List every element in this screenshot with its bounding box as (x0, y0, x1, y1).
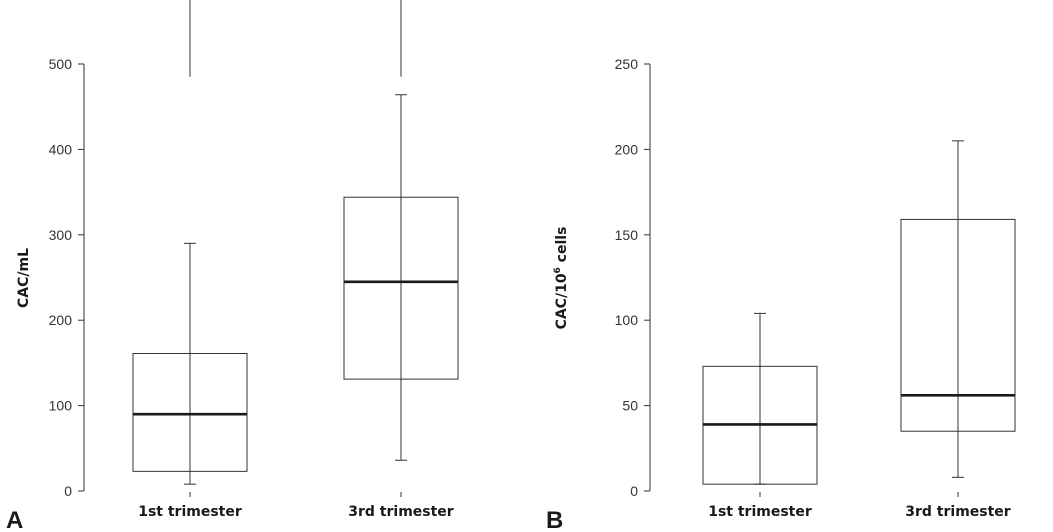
panel-a-y-tick-label: 500 (49, 56, 73, 72)
panel-a-y-tick-label: 0 (64, 483, 72, 499)
panel-b-x-tick-label: 3rd trimester (905, 504, 1011, 520)
panel-b-y-tick-label: 100 (615, 312, 639, 328)
panel-a-y-axis-label: CAC/mL (16, 248, 32, 308)
panel-b-y-tick-label: 250 (615, 56, 639, 72)
panel-a-y-tick-label: 100 (49, 398, 73, 414)
panel-b-y-tick-label: 0 (630, 483, 638, 499)
panel-b-y-axis-label-main: CAC/10 (554, 273, 570, 329)
panel-b-y-tick-label: 200 (615, 141, 639, 157)
panel-a-y-tick-label: 300 (49, 227, 73, 243)
panel-b-x-tick-label: 1st trimester (708, 504, 812, 520)
panel-a-significance-bracket (189, 0, 402, 77)
panel-b-box (900, 218, 1016, 432)
panel-a-box (343, 196, 459, 380)
panel-b-y-axis-label-sup: 6 (553, 267, 563, 273)
panel-a-y-tick-label: 200 (49, 312, 73, 328)
panel-a-x-tick-label: 1st trimester (138, 504, 242, 520)
panel-a-letter: A (6, 507, 23, 532)
panel-b-y-tick-label: 50 (622, 398, 638, 414)
panel-b-y-axis-label: CAC/106 cells (553, 227, 570, 330)
panel-a-chart: CAC/mL A 0 100 200 300 400 500 1st trimester 3r… (6, 0, 459, 532)
panel-b-y-axis-label-tail: cells (554, 227, 570, 268)
panel-a-x-tick-label: 3rd trimester (348, 504, 454, 520)
panel-b-letter: B (546, 507, 563, 532)
panel-a-y-tick-label: 400 (49, 141, 73, 157)
panel-b-y-tick-label: 150 (615, 227, 639, 243)
panel-a-box (132, 353, 248, 472)
panel-b-chart: CAC/106 cells B 0 50 100 150 200 250 1st trime… (546, 56, 1016, 532)
